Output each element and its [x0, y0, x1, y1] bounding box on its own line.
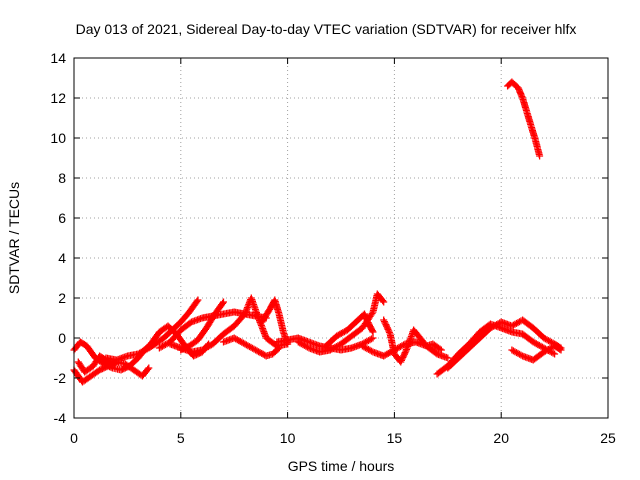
data-point-fill: [382, 321, 390, 329]
data-point-fill: [381, 319, 389, 327]
data-point-fill: [398, 356, 405, 364]
data-point: [380, 316, 388, 324]
data-point-fill: [400, 350, 408, 358]
x-tick-label: 25: [600, 430, 616, 446]
x-tick-label: 5: [177, 430, 185, 446]
data-series: [322, 310, 377, 350]
data-point-fill: [383, 324, 391, 332]
x-tick-label: 20: [493, 430, 509, 446]
chart-title: Day 013 of 2021, Sidereal Day-to-day VTE…: [76, 21, 577, 37]
y-tick-label: -2: [54, 370, 67, 386]
x-tick-label: 0: [70, 430, 78, 446]
data-point: [369, 334, 377, 342]
data-point: [397, 358, 405, 366]
data-series: [504, 78, 544, 160]
data-point: [194, 296, 202, 304]
y-tick-label: 4: [58, 250, 66, 266]
data-point-fill: [398, 355, 406, 363]
data-point-fill: [518, 93, 526, 101]
data-point-fill: [380, 318, 388, 326]
y-tick-label: 10: [50, 130, 66, 146]
data-point-fill: [368, 327, 376, 335]
data-point: [437, 346, 445, 354]
data-point-fill: [436, 345, 444, 353]
data-point-fill: [243, 304, 251, 312]
data-point-fill: [303, 343, 311, 351]
data-series: [433, 320, 559, 378]
data-point-fill: [385, 328, 393, 336]
data-point-fill: [517, 351, 525, 359]
data-point-fill: [274, 345, 282, 353]
data-point-fill: [384, 325, 392, 333]
data-point-fill: [556, 345, 564, 353]
data-point-fill: [399, 353, 407, 361]
data-point-fill: [193, 297, 201, 305]
data-point-fill: [379, 297, 387, 305]
data-series: [294, 290, 388, 356]
data-point: [380, 298, 388, 306]
x-tick-label: 10: [280, 430, 296, 446]
y-tick-label: -4: [54, 410, 67, 426]
data-point: [275, 344, 283, 352]
y-tick-label: 14: [50, 50, 66, 66]
y-tick-label: 12: [50, 90, 66, 106]
y-tick-label: 2: [58, 290, 66, 306]
y-tick-label: 6: [58, 210, 66, 226]
data-point-fill: [144, 365, 152, 373]
data-series: [508, 342, 565, 364]
axis-ticks: -4 -2 0 2 4 6 8 10 12 14 0 5 10 15 20 25: [50, 50, 616, 446]
data-point-fill: [549, 349, 557, 357]
y-axis-label: SDTVAR / TECUs: [6, 182, 22, 294]
y-tick-label: 8: [58, 170, 66, 186]
data-point-fill: [402, 347, 410, 355]
data-series: [380, 316, 445, 366]
data-point: [536, 152, 544, 160]
data-point-fill: [400, 352, 408, 360]
data-series: [70, 358, 153, 386]
data-point: [369, 328, 377, 336]
data-series: [220, 334, 283, 360]
data-point-fill: [368, 335, 375, 343]
plot-frame: [73, 57, 609, 419]
data-series: [444, 316, 565, 372]
data-point: [551, 350, 559, 358]
data-series: [258, 296, 292, 348]
x-axis-label: GPS time / hours: [288, 458, 395, 474]
data-point-fill: [383, 322, 391, 330]
y-tick-label: 0: [58, 330, 66, 346]
data-point-fill: [242, 308, 249, 316]
data-point-fill: [401, 349, 409, 357]
data-point-fill: [368, 347, 375, 355]
data-points: [70, 78, 565, 386]
data-point: [557, 346, 565, 354]
x-tick-label: 15: [387, 430, 403, 446]
data-point-fill: [403, 346, 410, 354]
data-point-fill: [385, 327, 393, 335]
data-point: [220, 298, 227, 306]
data-point-fill: [368, 310, 376, 317]
data-point-fill: [219, 299, 227, 307]
data-point: [444, 354, 452, 362]
data-point: [145, 364, 153, 372]
